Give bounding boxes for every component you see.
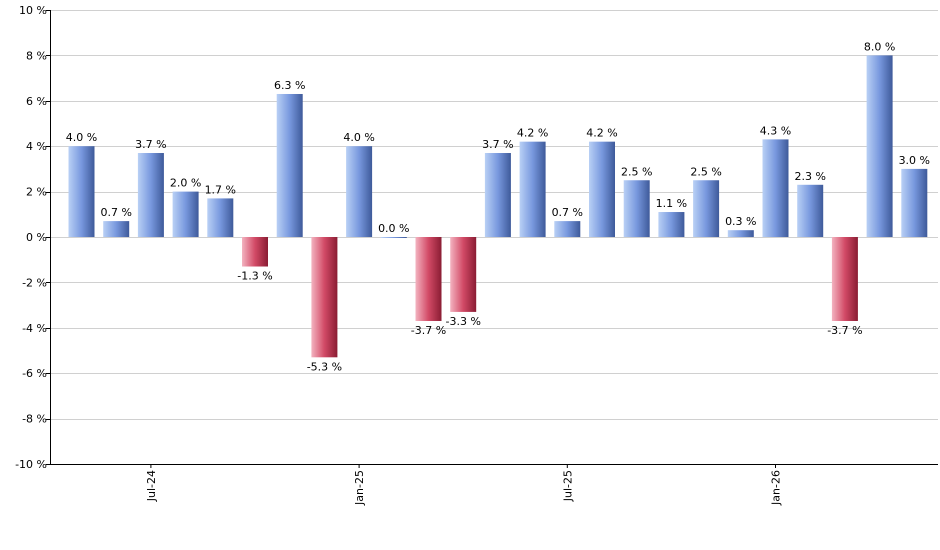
bar-positive xyxy=(137,153,164,237)
bar-value-label: 4.3 % xyxy=(760,124,791,137)
bar-value-label: 6.3 % xyxy=(274,79,305,92)
bar-value-label: 0.7 % xyxy=(552,206,583,219)
bar-value-label: 4.2 % xyxy=(586,127,617,140)
y-tick-label: -10 % xyxy=(15,458,47,471)
bar-positive xyxy=(589,141,615,237)
y-tick-label: -4 % xyxy=(22,322,47,335)
bar-positive xyxy=(68,146,95,237)
bar-positive xyxy=(658,212,685,237)
bar-value-label: 2.0 % xyxy=(170,177,201,190)
axes xyxy=(50,10,938,465)
bar-positive xyxy=(519,141,546,237)
bar-value-labels: 4.0 % 0.7 % 3.7 % 2.0 % 1.7 % -1.3 % 6.3 % -5.3… xyxy=(66,40,930,373)
bar-positive xyxy=(866,55,893,238)
y-tick-label: 0 % xyxy=(26,231,47,244)
x-tick-label: Jul-24 xyxy=(145,470,158,502)
bar-positive xyxy=(727,230,754,237)
bars xyxy=(68,55,928,358)
bar-value-label: -5.3 % xyxy=(307,360,342,373)
bar-negative xyxy=(831,237,858,321)
bar-positive xyxy=(172,191,199,237)
y-tick-label: 6 % xyxy=(26,95,47,108)
bar-positive xyxy=(762,139,789,237)
y-tick-label: 10 % xyxy=(19,4,47,17)
bar-positive xyxy=(346,146,373,237)
y-tick-label: 2 % xyxy=(26,186,47,199)
y-tick-label: 4 % xyxy=(26,140,47,153)
y-axis-tick-labels: 10 % 8 % 6 % 4 % 2 % 0 % -2 % -4 % -6 % -8 % -10 % xyxy=(15,4,50,471)
bar-positive xyxy=(484,153,511,237)
x-tick-label: Jan-26 xyxy=(770,470,783,506)
bar-value-label: 1.1 % xyxy=(656,197,687,210)
bar-value-label: 4.0 % xyxy=(66,131,97,144)
bar-value-label: -3.3 % xyxy=(445,315,480,328)
bar-value-label: 0.0 % xyxy=(378,222,409,235)
y-tick-label: 8 % xyxy=(26,49,47,62)
bar-value-label: 3.0 % xyxy=(899,154,930,167)
bar-negative xyxy=(311,237,338,358)
bar-negative xyxy=(415,237,442,321)
bar-value-label: 8.0 % xyxy=(864,40,895,53)
bar-positive xyxy=(207,198,234,237)
bar-value-label: -3.7 % xyxy=(411,324,446,337)
bar-value-label: 2.5 % xyxy=(690,165,721,178)
bar-negative xyxy=(450,237,477,312)
bar-positive xyxy=(103,221,130,237)
bar-value-label: 2.3 % xyxy=(794,170,825,183)
bar-positive xyxy=(623,180,650,237)
bar-value-label: 4.2 % xyxy=(517,127,548,140)
bar-positive xyxy=(901,168,928,237)
bar-positive xyxy=(693,180,720,237)
bar-value-label: -3.7 % xyxy=(827,324,862,337)
bar-value-label: 0.7 % xyxy=(100,206,131,219)
y-tick-label: -2 % xyxy=(22,276,47,289)
x-tick-label: Jul-25 xyxy=(561,470,574,502)
grid-lines xyxy=(50,10,938,465)
bar-value-label: 3.7 % xyxy=(135,138,166,151)
bar-negative xyxy=(242,237,268,267)
bar-value-label: -1.3 % xyxy=(237,270,272,283)
x-tick-label: Jan-25 xyxy=(353,470,366,506)
bar-value-label: 3.7 % xyxy=(482,138,513,151)
x-axis-tick-labels: Jul-24 Jan-25 Jul-25 Jan-26 xyxy=(145,464,783,506)
bar-positive xyxy=(380,237,407,238)
bar-positive xyxy=(554,221,581,237)
bar-value-label: 2.5 % xyxy=(621,165,652,178)
bar-positive xyxy=(797,184,824,237)
y-tick-label: -6 % xyxy=(22,367,47,380)
bar-positive xyxy=(276,93,303,238)
bar-value-label: 1.7 % xyxy=(205,183,236,196)
bar-value-label: 4.0 % xyxy=(343,131,374,144)
y-tick-label: -8 % xyxy=(22,413,47,426)
bar-value-label: 0.3 % xyxy=(725,215,756,228)
